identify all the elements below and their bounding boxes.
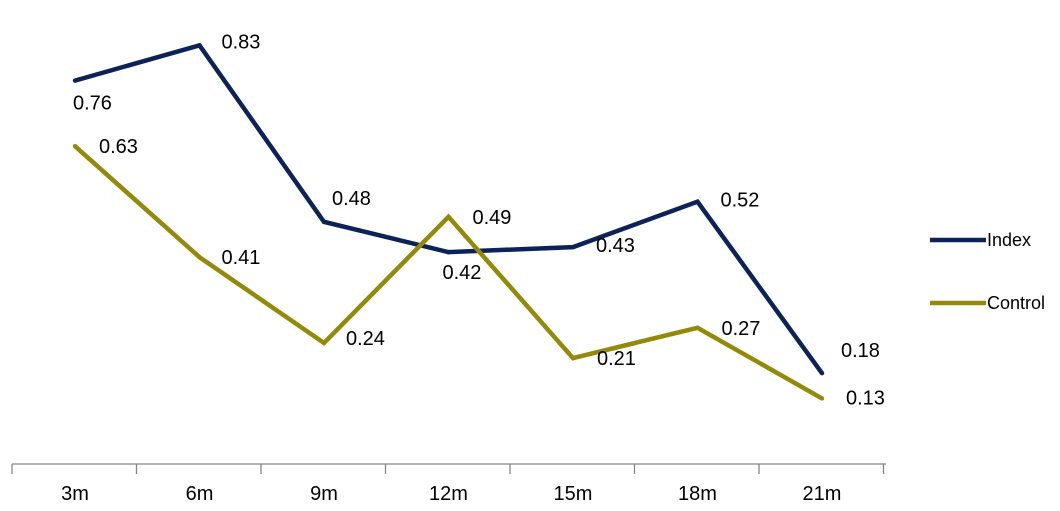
data-label-index: 0.76 <box>73 93 112 115</box>
data-point <box>695 325 700 330</box>
data-point <box>72 144 78 149</box>
x-tick-label: 9m <box>310 483 338 505</box>
data-point <box>197 254 202 260</box>
data-label-control: 0.41 <box>222 247 261 269</box>
data-point <box>197 43 202 48</box>
x-tick-label: 15m <box>554 483 593 505</box>
data-point <box>819 371 825 376</box>
data-point <box>72 78 78 83</box>
data-label-control: 0.24 <box>346 328 385 350</box>
data-label-control: 0.49 <box>473 207 512 229</box>
data-label-control: 0.13 <box>846 387 885 409</box>
data-point <box>695 199 700 204</box>
data-point <box>446 214 451 220</box>
legend-label-index: Index <box>987 230 1031 250</box>
x-tick-label: 18m <box>678 483 717 505</box>
data-label-control: 0.63 <box>99 136 138 158</box>
data-label-index: 0.52 <box>721 190 760 212</box>
series-line-index <box>74 42 824 375</box>
data-label-index: 0.18 <box>841 340 880 362</box>
data-label-index: 0.42 <box>443 262 482 284</box>
data-label-index: 0.48 <box>332 188 371 210</box>
x-axis: 3m 6m 9m 12m 15m 18m 21m <box>11 463 886 505</box>
x-tick-label: 6m <box>186 483 214 505</box>
x-tick-label: 12m <box>429 483 468 505</box>
data-label-index: 0.43 <box>596 235 635 257</box>
data-label-control: 0.27 <box>722 318 761 340</box>
legend: Index Control <box>930 230 1045 313</box>
data-point <box>321 219 327 225</box>
x-tick-label: 3m <box>61 483 89 505</box>
x-tick-label: 21m <box>803 483 842 505</box>
data-labels: 0.76 0.83 0.48 0.42 0.43 0.52 0.18 0.63 0.41 0.24… <box>73 31 885 409</box>
data-point <box>321 340 327 346</box>
data-label-control: 0.21 <box>597 348 636 370</box>
data-point <box>446 249 451 255</box>
data-point <box>570 355 576 361</box>
data-label-index: 0.83 <box>222 31 261 53</box>
series-lines <box>72 42 825 401</box>
data-point <box>819 396 825 401</box>
data-point <box>570 244 576 250</box>
legend-label-control: Control <box>987 293 1045 313</box>
